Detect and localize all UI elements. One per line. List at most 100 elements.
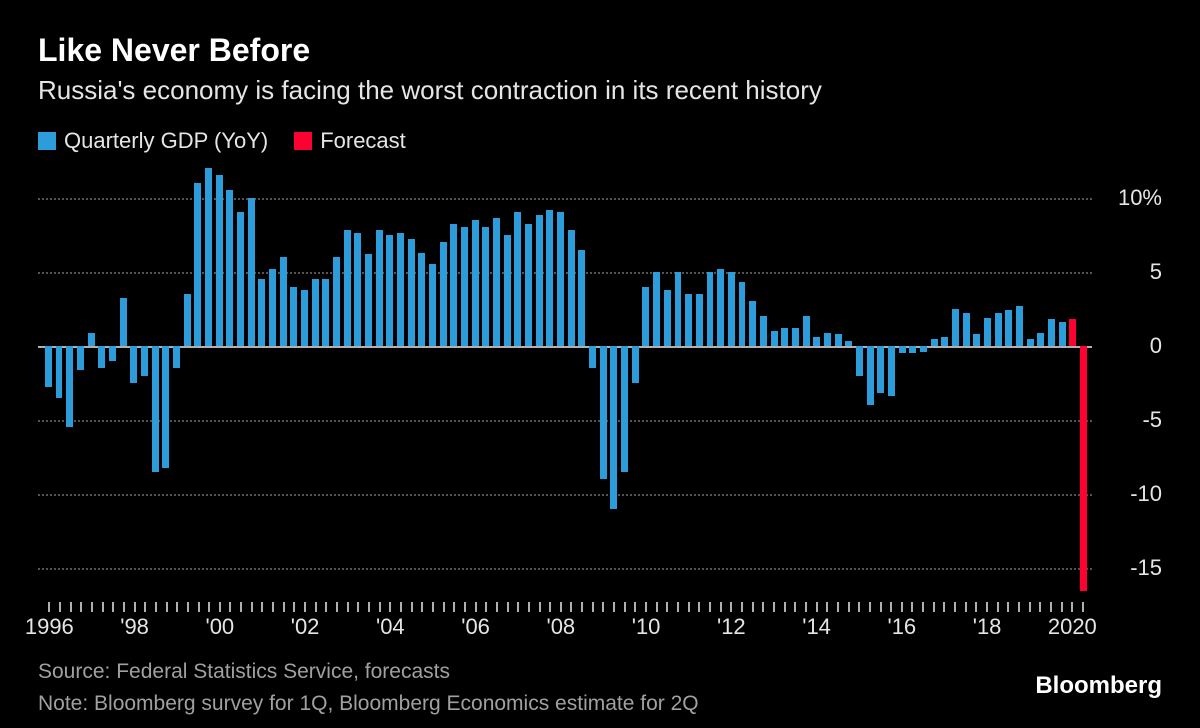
bar-slot: [674, 168, 683, 598]
bar: [771, 331, 778, 346]
bar-slot: [791, 168, 800, 598]
bar-slot: [620, 168, 629, 598]
x-tick: [219, 602, 221, 612]
bar-slot: [364, 168, 373, 598]
bar: [867, 346, 874, 405]
bar-slot: [514, 168, 523, 598]
x-tick: [837, 602, 839, 612]
chart-title: Like Never Before: [38, 32, 1162, 69]
bar-slot: [983, 168, 992, 598]
bar: [461, 227, 468, 346]
x-tick: [528, 602, 530, 612]
brand-logo: Bloomberg: [1035, 672, 1162, 700]
x-tick: [698, 602, 700, 612]
bar: [1059, 322, 1066, 346]
bar: [226, 190, 233, 346]
bar-slot: [65, 168, 74, 598]
bar: [386, 235, 393, 346]
x-tick: [208, 602, 210, 612]
bar: [248, 198, 255, 346]
bar-slot: [567, 168, 576, 598]
x-tick: [943, 602, 945, 612]
x-tick: [304, 602, 306, 612]
x-tick: [581, 602, 583, 612]
bar: [653, 272, 660, 346]
bar: [408, 239, 415, 346]
bar-slot: [439, 168, 448, 598]
bar-slot: [108, 168, 117, 598]
y-tick-label: 0: [1092, 333, 1162, 359]
x-tick-label: '10: [632, 614, 661, 640]
bar-slot: [770, 168, 779, 598]
bar: [589, 346, 596, 368]
x-tick-label: '16: [887, 614, 916, 640]
bar: [739, 282, 746, 346]
x-tick-label: 1996: [25, 614, 74, 640]
bar: [675, 272, 682, 346]
bar: [280, 257, 287, 346]
x-tick: [602, 602, 604, 612]
x-tick: [80, 602, 82, 612]
bar-slot: [684, 168, 693, 598]
bar-slot: [738, 168, 747, 598]
y-tick-label: -10: [1092, 481, 1162, 507]
bar: [66, 346, 73, 428]
bar-slot: [482, 168, 491, 598]
x-tick: [816, 602, 818, 612]
bar: [813, 337, 820, 346]
x-tick: [91, 602, 93, 612]
bar-slot: [279, 168, 288, 598]
bar: [1016, 306, 1023, 346]
x-tick: [336, 602, 338, 612]
x-tick: [848, 602, 850, 612]
bar-slot: [321, 168, 330, 598]
x-tick: [709, 602, 711, 612]
bar: [600, 346, 607, 479]
x-tick: [922, 602, 924, 612]
bar: [1037, 333, 1044, 346]
bar: [760, 316, 767, 346]
bar: [152, 346, 159, 472]
bar: [237, 212, 244, 345]
bar: [888, 346, 895, 396]
y-tick-label: 5: [1092, 259, 1162, 285]
x-tick: [965, 602, 967, 612]
bar-slot: [289, 168, 298, 598]
bar-slot: [866, 168, 875, 598]
bar-slot: [802, 168, 811, 598]
x-tick: [741, 602, 743, 612]
bar: [365, 254, 372, 346]
x-tick: [730, 602, 732, 612]
bar-slot: [428, 168, 437, 598]
bar: [952, 309, 959, 346]
bar-slot: [610, 168, 619, 598]
bar-slot: [599, 168, 608, 598]
bar: [568, 230, 575, 346]
bar: [504, 235, 511, 346]
bar-slot: [204, 168, 213, 598]
x-tick-label: 2020: [1048, 614, 1097, 640]
x-tick: [198, 602, 200, 612]
bar-slot: [161, 168, 170, 598]
bar-slot: [215, 168, 224, 598]
bar: [557, 212, 564, 345]
bar-slot: [247, 168, 256, 598]
x-tick: [794, 602, 796, 612]
bar-slot: [1079, 168, 1088, 598]
x-tick: [986, 602, 988, 612]
bar-slot: [225, 168, 234, 598]
bar: [109, 346, 116, 361]
bar-slot: [1069, 168, 1078, 598]
bar-slot: [716, 168, 725, 598]
x-tick: [475, 602, 477, 612]
chart-subtitle: Russia's economy is facing the worst con…: [38, 75, 1162, 106]
bar: [717, 269, 724, 346]
x-tick: [432, 602, 434, 612]
bar: [322, 279, 329, 346]
bar: [472, 220, 479, 346]
bar: [696, 294, 703, 346]
x-tick: [485, 602, 487, 612]
bar-slot: [748, 168, 757, 598]
x-tick: [880, 602, 882, 612]
bar-slot: [994, 168, 1003, 598]
